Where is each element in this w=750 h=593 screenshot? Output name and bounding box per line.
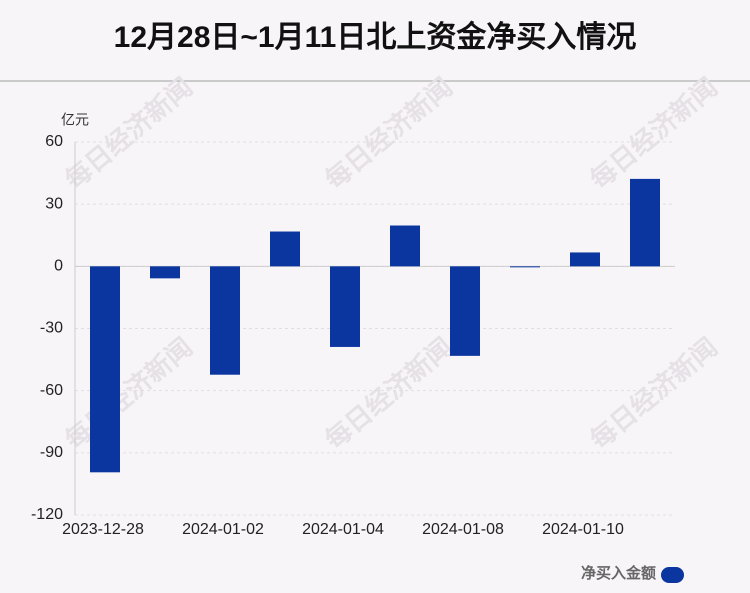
watermark: 每日经济新闻 [59, 332, 198, 455]
watermark: 每日经济新闻 [319, 332, 458, 455]
x-tick-label: 2024-01-04 [302, 521, 384, 538]
x-tick-label: 2024-01-08 [422, 521, 504, 538]
y-unit: 亿元 [61, 112, 89, 128]
bar [330, 266, 360, 347]
bar [510, 266, 540, 268]
y-tick-label: -30 [40, 320, 63, 337]
bar [210, 266, 240, 375]
y-tick-label: -90 [40, 444, 63, 461]
bar [390, 225, 420, 267]
y-tick-label: -60 [40, 382, 63, 399]
chart-title: 12月28日~1月11日北上资金净买入情况 [114, 20, 637, 54]
y-tick-label: 60 [45, 133, 63, 150]
watermark: 每日经济新闻 [584, 332, 723, 455]
watermark: 每日经济新闻 [59, 72, 198, 195]
x-tick-label: 2023-12-28 [62, 521, 144, 538]
bar [570, 252, 600, 267]
x-tick-label: 2024-01-02 [182, 521, 264, 538]
bar [630, 178, 660, 267]
x-tick-label: 2024-01-10 [542, 521, 624, 538]
y-tick-label: 0 [54, 258, 63, 275]
bar [150, 266, 180, 279]
bar [450, 266, 480, 356]
legend-label: 净买入金额 [581, 564, 656, 582]
watermark: 每日经济新闻 [319, 72, 458, 195]
legend-swatch [661, 567, 684, 583]
bar [90, 266, 120, 473]
watermark: 每日经济新闻 [584, 72, 723, 195]
bar [270, 231, 300, 267]
y-tick-label: 30 [45, 195, 63, 212]
y-tick-label: -120 [31, 506, 63, 523]
